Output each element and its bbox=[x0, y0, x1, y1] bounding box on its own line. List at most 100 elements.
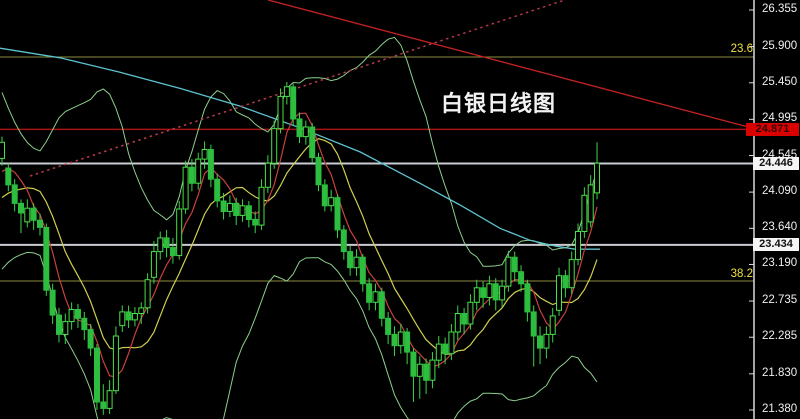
candle-body bbox=[309, 126, 316, 159]
candle-body bbox=[594, 162, 600, 194]
candle-body bbox=[11, 184, 18, 204]
candlestick bbox=[372, 283, 379, 311]
candle-body bbox=[150, 251, 157, 278]
candle-body bbox=[258, 186, 265, 226]
candlestick bbox=[442, 337, 449, 365]
chart-title: 白银日线图 bbox=[441, 91, 557, 116]
candle-body bbox=[112, 335, 119, 392]
candlestick bbox=[49, 283, 56, 324]
candlestick bbox=[359, 254, 366, 292]
candle-body bbox=[94, 347, 100, 403]
candle-body bbox=[62, 321, 69, 336]
candlestick bbox=[125, 305, 132, 328]
candle-body bbox=[182, 166, 189, 210]
candlestick bbox=[366, 278, 373, 311]
candle-body bbox=[283, 86, 290, 97]
ma-long-line bbox=[0, 47, 600, 250]
candle-body bbox=[0, 141, 5, 159]
candle-body bbox=[340, 229, 347, 253]
candle-body bbox=[442, 343, 449, 355]
candle-body bbox=[435, 343, 442, 361]
candle-body bbox=[296, 118, 303, 138]
candlestick bbox=[163, 229, 170, 258]
candle-body bbox=[467, 301, 474, 325]
plot-area bbox=[0, 0, 757, 419]
candlestick bbox=[309, 122, 316, 164]
candle-body bbox=[163, 237, 170, 248]
candlestick bbox=[568, 251, 575, 295]
candlestick bbox=[18, 199, 24, 234]
candle-body bbox=[366, 283, 373, 303]
candle-body bbox=[321, 184, 328, 207]
last-price-box: 24.446 bbox=[753, 157, 799, 170]
candlestick bbox=[112, 326, 119, 394]
candle-body bbox=[188, 166, 195, 184]
candle-body bbox=[524, 283, 531, 313]
candle-body bbox=[353, 256, 360, 269]
candlestick bbox=[252, 211, 259, 234]
candle-body bbox=[315, 157, 322, 186]
candle-body bbox=[505, 256, 512, 287]
candle-body bbox=[68, 309, 75, 323]
candle-body bbox=[302, 126, 309, 138]
candlestick bbox=[207, 144, 214, 188]
candlestick bbox=[62, 313, 69, 345]
candle-body bbox=[404, 331, 411, 353]
candlestick bbox=[169, 237, 176, 264]
candle-body bbox=[385, 317, 392, 335]
candlestick bbox=[556, 267, 562, 316]
trendline-dotted-ascending[interactable] bbox=[29, 0, 566, 177]
candle-body bbox=[543, 333, 550, 349]
candlestick bbox=[575, 223, 581, 266]
candle-body bbox=[562, 275, 569, 289]
candle-body bbox=[81, 317, 88, 331]
candlestick bbox=[530, 305, 537, 367]
candle-body bbox=[100, 401, 107, 409]
candlestick bbox=[37, 213, 43, 236]
candle-body bbox=[480, 287, 487, 298]
candlestick bbox=[157, 231, 164, 260]
fib-236-label: 23.6 bbox=[730, 43, 753, 55]
candle-body bbox=[201, 149, 208, 160]
candlestick bbox=[68, 302, 75, 330]
alert-price-box[interactable]: 24.871 bbox=[746, 123, 799, 136]
candle-body bbox=[372, 291, 379, 303]
candlestick bbox=[195, 152, 202, 190]
candle-body bbox=[207, 149, 214, 180]
candlestick bbox=[511, 251, 518, 282]
candle-body bbox=[397, 331, 404, 347]
candle-body bbox=[473, 287, 480, 303]
candlestick bbox=[0, 136, 5, 166]
candlestick bbox=[594, 142, 600, 200]
candlestick bbox=[378, 287, 385, 327]
candle-body bbox=[537, 335, 543, 349]
candlestick bbox=[410, 348, 417, 402]
candlestick bbox=[220, 192, 227, 220]
candle-body bbox=[492, 283, 499, 301]
trendline-descending[interactable] bbox=[267, 0, 757, 130]
candlestick bbox=[81, 311, 88, 341]
candlestick bbox=[239, 199, 246, 222]
candle-body bbox=[169, 247, 176, 257]
candlestick bbox=[505, 250, 512, 292]
candle-body bbox=[391, 333, 398, 347]
candle-body bbox=[416, 363, 423, 377]
candle-body bbox=[568, 259, 575, 289]
candlestick bbox=[416, 356, 423, 399]
candlestick bbox=[435, 336, 442, 369]
candle-body bbox=[581, 194, 588, 233]
candlestick bbox=[302, 120, 309, 145]
candle-body bbox=[277, 95, 284, 130]
candle-body bbox=[486, 283, 493, 298]
candle-body bbox=[119, 311, 126, 327]
candle-body bbox=[423, 363, 430, 381]
candlestick bbox=[537, 326, 543, 365]
candle-body bbox=[499, 285, 506, 301]
candlestick bbox=[492, 278, 499, 311]
candlestick bbox=[188, 159, 195, 192]
candlestick bbox=[258, 179, 265, 230]
candlestick bbox=[334, 194, 341, 238]
candlestick bbox=[226, 195, 233, 218]
candle-body bbox=[549, 315, 556, 335]
